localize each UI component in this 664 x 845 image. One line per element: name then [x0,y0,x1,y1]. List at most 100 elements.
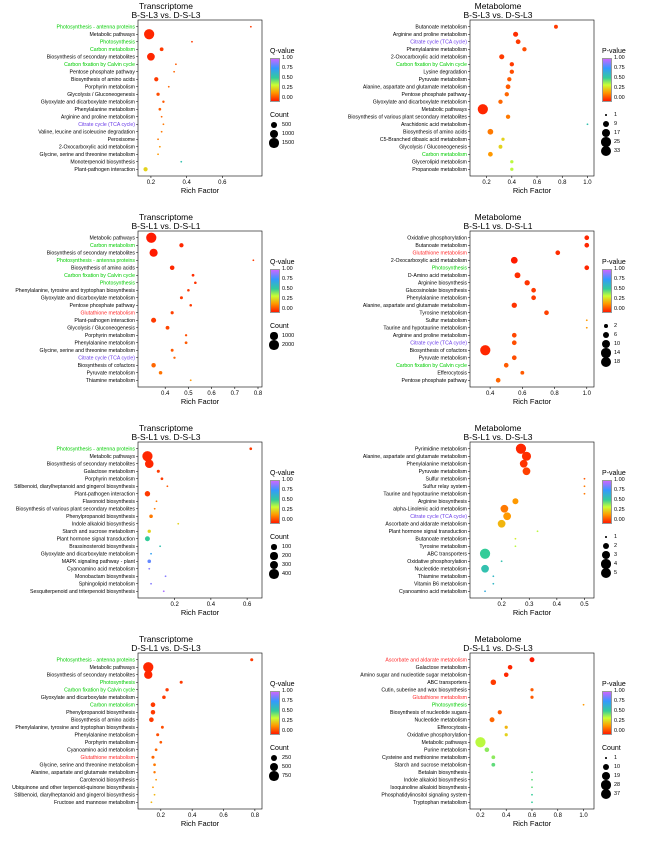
count-legend-label: 4 [614,561,618,567]
colorbar-tick-label: 0.50 [282,708,293,714]
x-tick-label: 0.4 [207,602,216,608]
term-dot [153,763,156,767]
term-label: Sulfur metabolism [425,477,467,483]
term-dot [520,370,525,375]
term-label: Ubiquinone and other terpenoid-quinone b… [12,785,135,791]
term-label: Biosynthesis of secondary metabolites [47,55,136,61]
term-dot [529,657,535,663]
term-label: Citrate cycle (TCA cycle) [78,122,135,128]
term-label: Carbon fixation by Calvin cycle [64,273,135,279]
term-dot [160,725,164,729]
term-dot [504,725,508,729]
term-label: Photosynthesis - antenna proteins [57,447,136,453]
count-legend-dot [270,130,278,138]
term-dot [159,545,162,548]
count-legend-label: 2000 [282,342,295,348]
term-label: Isoquinoline alkaloid biosynthesis [390,785,467,791]
count-legend-dot [269,762,278,771]
term-dot [184,334,188,337]
term-dot [252,259,255,262]
term-label: Biosynthesis of secondary metabolites [47,462,136,468]
term-dot [249,447,253,451]
term-label: Glucosinolate biosynthesis [406,288,468,294]
term-dot [167,85,170,88]
term-label: Phenylalanine metabolism [406,462,467,468]
term-label: Glycerolipid metabolism [412,160,467,166]
term-dot [189,303,193,307]
term-dot [175,63,177,66]
term-label: Ascorbate and aldarate metabolism [385,522,467,528]
scatter-plot: 0.2 0.3 0.4 0.5 Rich Factor Pyrimidine metabo… [363,441,595,617]
term-label: Phenylalanine, tyrosine and tryptophan b… [15,288,135,294]
term-label: Thiamine metabolism [418,574,467,580]
x-tick-label: 0.4 [182,180,191,186]
term-dot [191,40,193,43]
term-dot [479,548,491,559]
term-dot [514,537,517,540]
term-dot [165,325,170,330]
term-dot [144,459,154,469]
x-tick-label: 0.4 [508,180,517,186]
colorbar-tick-label: 0.25 [614,507,625,513]
count-legend-dot [602,340,610,348]
term-label: Pentose phosphate pathway [402,92,468,98]
x-tick-label: 0.2 [476,813,485,819]
term-dot [530,695,534,699]
term-label: Citrate cycle (TCA cycle) [410,40,467,46]
term-dot [495,377,501,383]
count-legend-title: Count [270,534,289,541]
term-dot [177,522,180,525]
x-tick-label: 0.8 [254,391,263,397]
term-label: Monoterpenoid biosynthesis [70,160,135,166]
term-dot [150,801,153,804]
colorbar-tick-label: 0.75 [614,65,625,71]
term-dot [531,801,533,804]
term-dot [491,755,496,760]
term-dot [544,310,549,316]
colorbar-title: Q-value [270,48,295,55]
x-axis-label: Rich Factor [513,819,552,828]
term-label: Biosynthesis of cofactors [410,348,468,354]
colorbar-tick-label: 0.00 [282,517,293,523]
term-label: Arginine and proline metabolism [393,333,467,339]
colorbar-title: P-value [602,681,626,688]
count-legend-label: 5 [614,570,618,576]
scatter-plot: 0.2 0.4 0.6 0.8 1.0 Rich Factor Butanoate meta… [348,19,595,195]
x-tick-label: 0.6 [219,813,228,819]
x-tick-label: 0.6 [518,391,527,397]
colorbar [270,58,280,102]
term-dot [142,451,153,462]
colorbar [270,269,280,313]
count-legend-dot [270,332,278,340]
term-label: Photosynthesis - antenna proteins [57,258,136,264]
count-legend-dot [600,788,612,800]
term-label: Purine metabolism [424,748,467,754]
term-dot [498,99,503,104]
count-legend-dot [269,569,279,579]
term-label: Biosynthesis of amino acids [403,130,467,136]
term-label: Carbon metabolism [90,47,135,53]
term-label: Metabolic pathways [89,236,135,242]
colorbar-tick-label: 0.75 [282,487,293,493]
term-label: Phenylalanine metabolism [74,341,135,347]
term-dot [184,341,188,345]
term-label: Metabolic pathways [89,665,135,671]
term-dot [153,507,156,510]
term-dot [536,530,539,533]
term-dot [503,512,512,521]
term-dot [477,104,488,115]
term-dot [515,443,527,454]
term-label: Glycine, serine and threonine metabolism [40,152,135,158]
term-dot [150,582,152,585]
colorbar-tick-label: 0.50 [614,708,625,714]
term-label: 2-Oxocarboxylic acid metabolism [59,145,135,151]
term-label: Glycolysis / Gluconeogenesis [67,92,135,98]
term-dot [531,786,533,789]
term-dot [504,733,508,737]
x-tick-label: 0.4 [188,813,197,819]
term-label: Carbon fixation by Calvin cycle [64,62,135,68]
term-dot [480,345,491,356]
term-dot [151,755,155,759]
plot-frame [137,652,263,810]
term-label: Photosynthesis - antenna proteins [57,25,136,31]
